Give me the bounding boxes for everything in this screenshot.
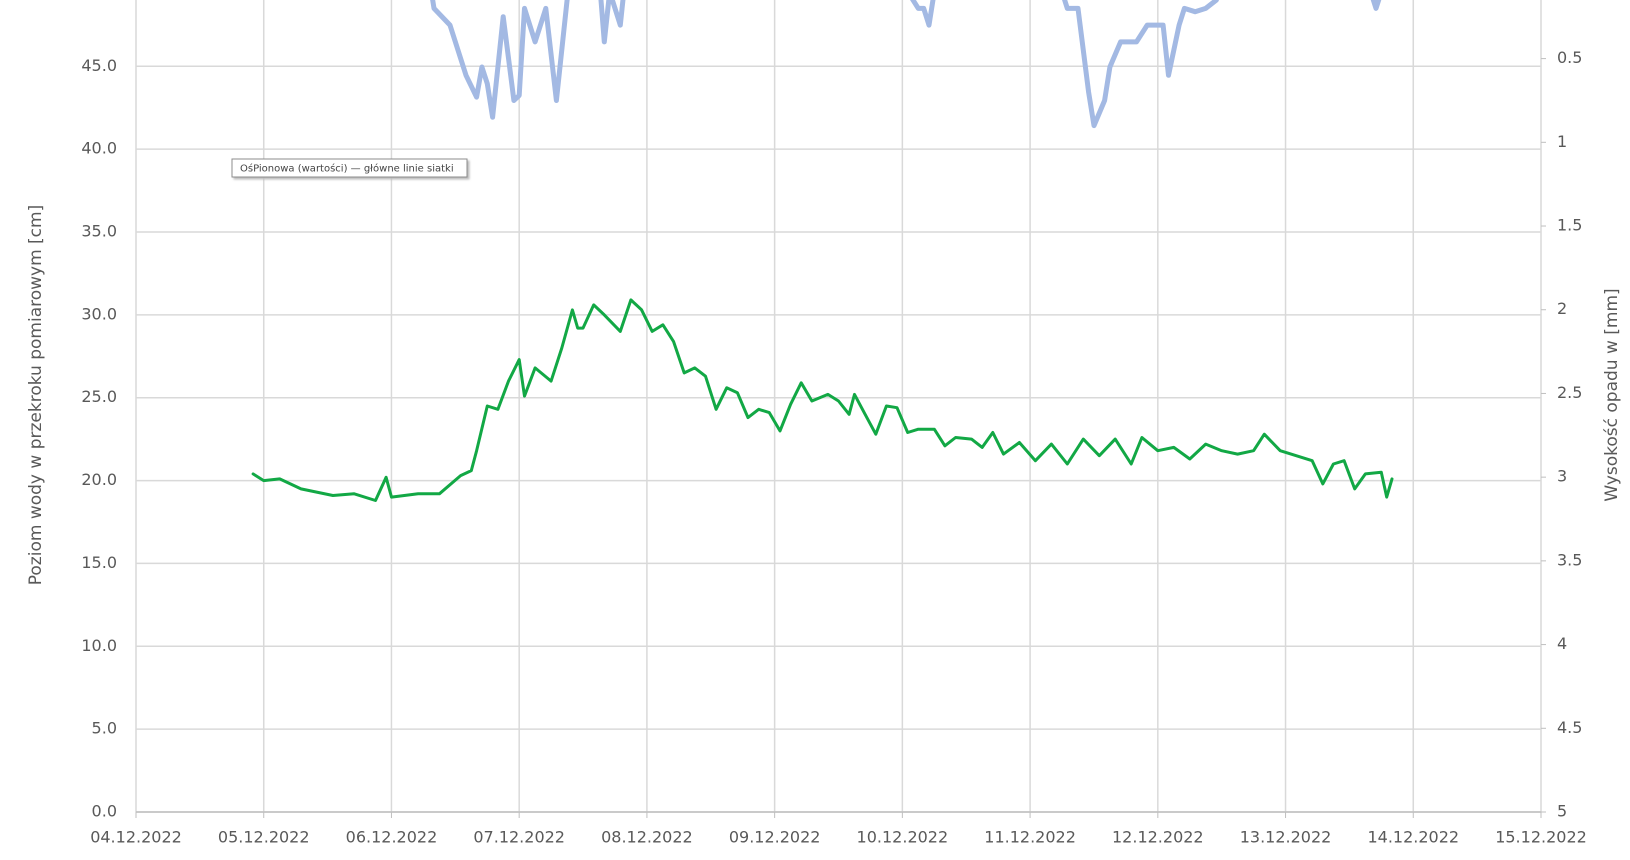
x-tick-label: 13.12.2022 [1240, 828, 1332, 847]
x-tick-label: 10.12.2022 [857, 828, 949, 847]
y-tick-label: 20.0 [81, 470, 117, 489]
y2-axis-title: Wysokość opadu w [mm] [1602, 288, 1622, 501]
x-tick-label: 11.12.2022 [984, 828, 1076, 847]
y2-tick-label: 2 [1557, 299, 1567, 318]
x-tick-label: 14.12.2022 [1367, 828, 1459, 847]
x-tick-label: 15.12.2022 [1495, 828, 1587, 847]
y2-tick-label: 1 [1557, 132, 1567, 151]
y2-tick-label: 3.5 [1557, 550, 1582, 569]
y-tick-label: 45.0 [81, 56, 117, 75]
y-tick-label: 30.0 [81, 304, 117, 323]
y-tick-label: 0.0 [92, 802, 117, 821]
x-tick-label: 07.12.2022 [473, 828, 565, 847]
series-line [251, 298, 1394, 502]
x-tick-label: 09.12.2022 [729, 828, 821, 847]
x-tick-label: 08.12.2022 [601, 828, 693, 847]
x-tick-label: 12.12.2022 [1112, 828, 1204, 847]
y-tick-label: 5.0 [92, 719, 117, 738]
grid [135, 0, 1542, 813]
y-axis-title: Poziom wody w przekroku pomiarowym [cm] [26, 205, 46, 585]
x-tick-label: 05.12.2022 [218, 828, 310, 847]
tooltip-box [231, 158, 468, 178]
y-tick-label: 35.0 [81, 222, 117, 241]
y2-tick-label: 4.5 [1557, 718, 1582, 737]
y2-tick-label: 5 [1557, 802, 1567, 821]
plot-area [251, 0, 1394, 502]
x-tick-label: 06.12.2022 [346, 828, 438, 847]
tooltip: OśPionowa (wartości) — główne linie siat… [240, 163, 454, 175]
x-tick-label: 04.12.2022 [90, 828, 182, 847]
y-tick-label: 10.0 [81, 636, 117, 655]
y2-tick-label: 2.5 [1557, 383, 1582, 402]
y-tick-label: 25.0 [81, 387, 117, 406]
y-tick-label: 15.0 [81, 553, 117, 572]
series-line [430, 0, 1382, 129]
y2-tick-label: 0.5 [1557, 48, 1582, 67]
y2-tick-label: 1.5 [1557, 216, 1582, 235]
y2-tick-label: 4 [1557, 634, 1567, 653]
y2-tick-label: 3 [1557, 467, 1567, 486]
y-tick-label: 40.0 [81, 139, 117, 158]
